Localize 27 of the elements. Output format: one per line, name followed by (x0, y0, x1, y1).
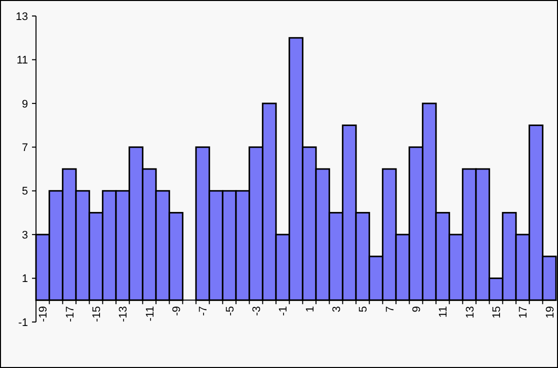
x-tick-label: -13 (118, 306, 130, 322)
y-tick-label: 13 (16, 10, 28, 23)
x-tick-label: -3 (251, 306, 263, 316)
y-tick-label: 1 (22, 273, 28, 286)
y-tick-label: 3 (22, 229, 28, 242)
x-tick-label: 11 (438, 306, 450, 318)
x-tick-label: -1 (278, 306, 290, 316)
x-tick-label: 19 (544, 306, 556, 318)
x-tick-label: 1 (304, 306, 316, 312)
y-tick-label: 7 (22, 142, 28, 154)
x-tick-label: 5 (358, 306, 370, 312)
y-tick-label: 11 (16, 54, 28, 67)
y-tick-label: 5 (22, 186, 28, 198)
x-tick-label: -11 (144, 306, 156, 322)
x-tick-label: -15 (91, 306, 103, 322)
y-tick-label: 9 (22, 98, 28, 110)
x-tick-label: -5 (224, 306, 236, 316)
x-tick-label: -7 (198, 306, 210, 316)
x-tick-label: 13 (464, 306, 476, 318)
x-tick-label: 9 (411, 306, 423, 312)
x-tick-label: 17 (518, 306, 530, 318)
x-tick-label: 3 (331, 306, 343, 312)
x-tick-label: 7 (384, 306, 396, 312)
x-tick-label: -19 (38, 306, 50, 322)
x-tick-label: -9 (171, 306, 183, 316)
x-tick-label: -17 (64, 306, 76, 322)
x-tick-label: 15 (491, 306, 503, 318)
